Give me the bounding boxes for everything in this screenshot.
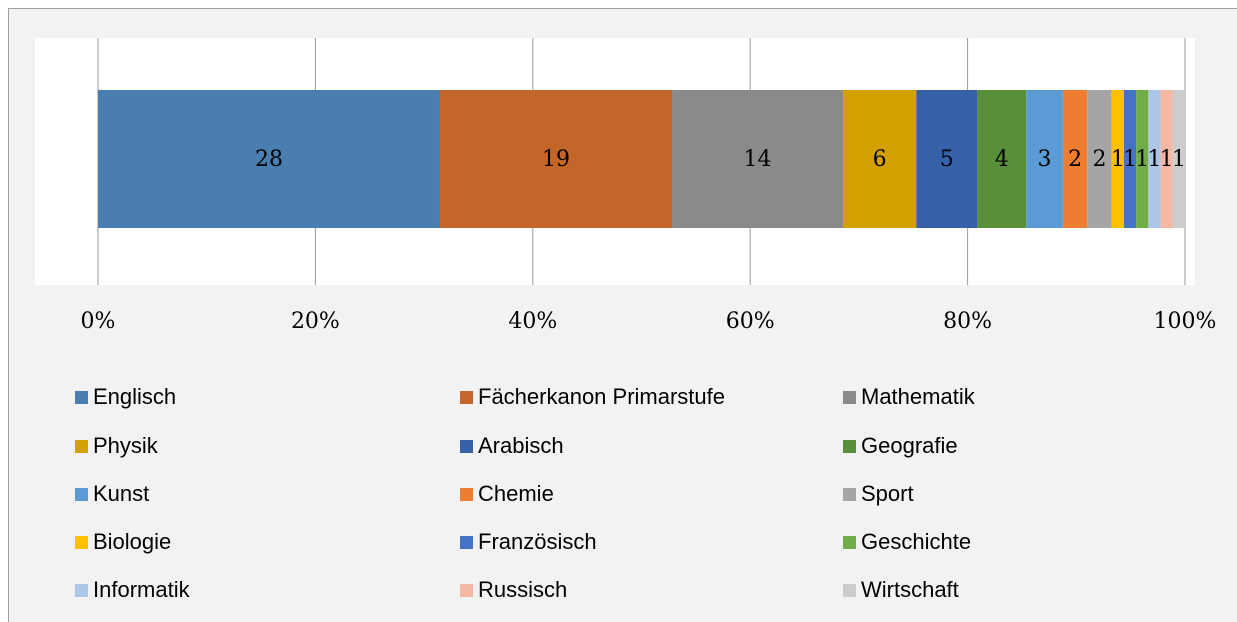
legend-swatch xyxy=(75,584,88,597)
legend-swatch xyxy=(75,391,88,404)
bar-value-label: 1 xyxy=(1160,147,1174,172)
legend-label: Fächerkanon Primarstufe xyxy=(478,384,725,409)
legend-label: Kunst xyxy=(93,481,149,506)
bar-segment xyxy=(1148,90,1161,228)
x-tick-label: 20% xyxy=(291,309,340,334)
bar-segment xyxy=(1111,90,1124,228)
x-tick-label: 100% xyxy=(1154,309,1217,334)
legend-label: Geschichte xyxy=(861,529,971,554)
bar-value-label: 5 xyxy=(940,147,954,172)
legend-swatch xyxy=(843,536,856,549)
legend-swatch xyxy=(843,391,856,404)
bar-segment xyxy=(439,90,673,228)
legend-swatch xyxy=(843,488,856,501)
legend-label: Geografie xyxy=(861,433,958,458)
bar-segment xyxy=(1062,90,1088,228)
legend-label: Englisch xyxy=(93,384,176,409)
legend-label: Informatik xyxy=(93,577,191,602)
legend-label: Wirtschaft xyxy=(861,577,959,602)
bar-segment xyxy=(977,90,1027,228)
bar-segment xyxy=(1123,90,1137,228)
bar-value-label: 3 xyxy=(1038,147,1052,172)
bar-segment xyxy=(1087,90,1112,228)
legend-swatch xyxy=(460,488,473,501)
legend-label: Biologie xyxy=(93,529,171,554)
bar-value-label: 28 xyxy=(255,147,283,172)
legend-label: Chemie xyxy=(478,481,554,506)
bar-segment xyxy=(1172,90,1185,228)
x-tick-label: 80% xyxy=(943,309,992,334)
bar-value-label: 2 xyxy=(1093,147,1107,172)
x-tick-label: 0% xyxy=(81,309,116,334)
bar-value-label: 1 xyxy=(1147,147,1161,172)
bar-segment xyxy=(916,90,978,228)
bar-segment xyxy=(98,90,440,228)
bar-value-label: 6 xyxy=(873,147,887,172)
legend-swatch xyxy=(460,440,473,453)
legend-label: Arabisch xyxy=(478,433,564,458)
legend-swatch xyxy=(75,488,88,501)
bar-value-label: 1 xyxy=(1172,147,1186,172)
bar-segment xyxy=(1160,90,1173,228)
legend-label: Russisch xyxy=(478,577,567,602)
x-tick-label: 60% xyxy=(726,309,775,334)
bar-value-label: 4 xyxy=(995,147,1009,172)
legend-label: Mathematik xyxy=(861,384,976,409)
legend-label: Sport xyxy=(861,481,914,506)
bar-segment xyxy=(672,90,844,228)
bar-value-label: 1 xyxy=(1123,147,1137,172)
bar-value-label: 1 xyxy=(1135,147,1149,172)
legend-swatch xyxy=(75,536,88,549)
legend-swatch xyxy=(843,440,856,453)
legend-swatch xyxy=(460,391,473,404)
bar-value-label: 2 xyxy=(1068,147,1082,172)
bar-value-label: 19 xyxy=(542,147,570,172)
bar-segment xyxy=(843,90,917,228)
legend-swatch xyxy=(75,440,88,453)
legend-swatch xyxy=(843,584,856,597)
legend-label: Französisch xyxy=(478,529,597,554)
legend-swatch xyxy=(460,584,473,597)
bar-segment xyxy=(1136,90,1149,228)
legend-swatch xyxy=(460,536,473,549)
bar-segment xyxy=(1026,90,1063,228)
bar-value-label: 1 xyxy=(1111,147,1125,172)
legend-label: Physik xyxy=(93,433,159,458)
bar-value-label: 14 xyxy=(744,147,772,172)
x-tick-label: 40% xyxy=(508,309,557,334)
